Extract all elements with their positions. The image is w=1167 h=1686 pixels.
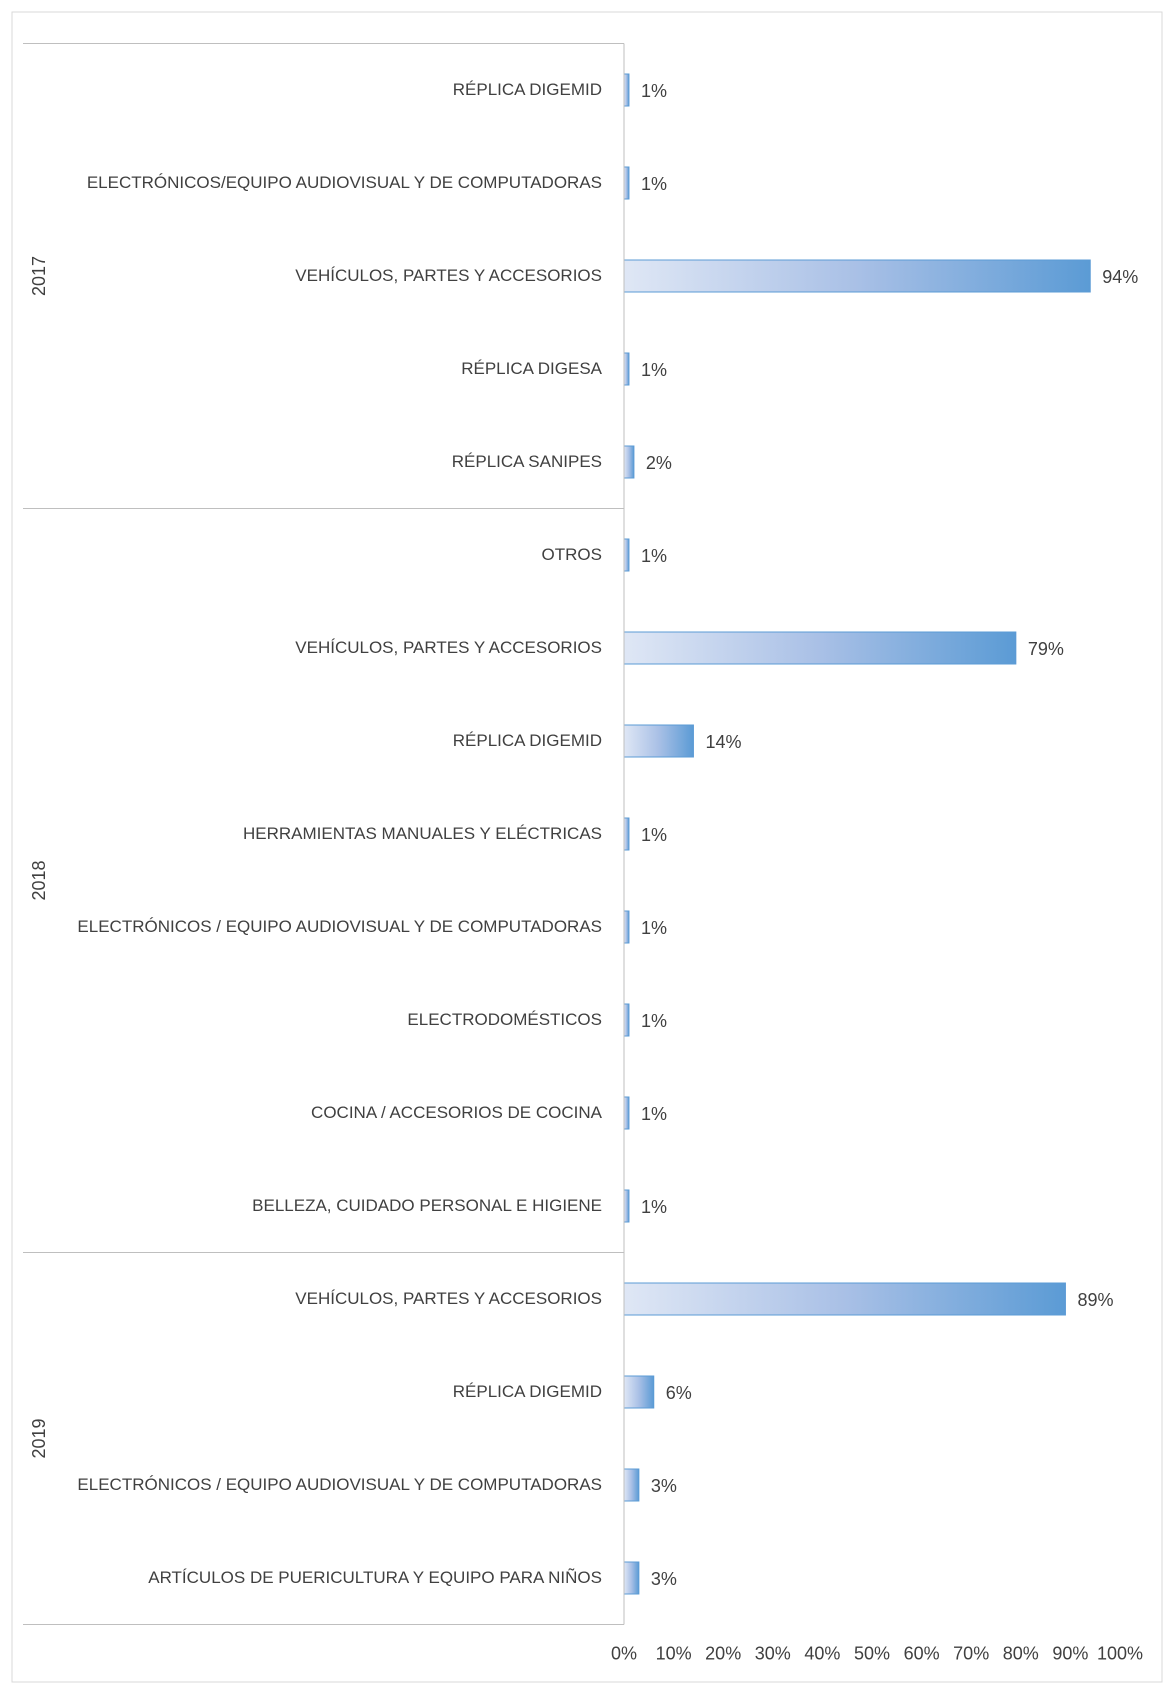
- bar: [623, 1375, 655, 1409]
- bar: [623, 910, 630, 944]
- category-label: BELLEZA, CUIDADO PERSONAL E HIGIENE: [252, 1196, 602, 1215]
- x-tick-label: 30%: [755, 1643, 791, 1663]
- value-label: 1%: [641, 1197, 667, 1217]
- x-tick-label: 40%: [804, 1643, 840, 1663]
- chart-frame: [11, 11, 1163, 1683]
- bar: [623, 538, 630, 572]
- bar: [623, 631, 1017, 665]
- value-label: 94%: [1102, 267, 1138, 287]
- bar: [623, 259, 1091, 293]
- x-tick-label: 70%: [953, 1643, 989, 1663]
- category-label: RÉPLICA DIGEMID: [452, 1382, 602, 1401]
- x-tick-label: 60%: [904, 1643, 940, 1663]
- value-label: 1%: [641, 825, 667, 845]
- bar: [623, 1282, 1066, 1316]
- bar: [623, 817, 630, 851]
- bar: [623, 166, 630, 200]
- category-label: ELECTRÓNICOS / EQUIPO AUDIOVISUAL Y DE C…: [77, 917, 602, 936]
- category-label: VEHÍCULOS, PARTES Y ACCESORIOS: [295, 1289, 602, 1308]
- group-label: 2017: [29, 256, 49, 296]
- x-tick-label: 80%: [1003, 1643, 1039, 1663]
- category-label: COCINA / ACCESORIOS DE COCINA: [311, 1103, 602, 1122]
- value-label: 6%: [666, 1383, 692, 1403]
- category-label: RÉPLICA DIGEMID: [452, 731, 602, 750]
- value-label: 1%: [641, 174, 667, 194]
- category-label: RÉPLICA DIGESA: [461, 359, 602, 378]
- x-tick-label: 20%: [705, 1643, 741, 1663]
- value-label: 14%: [705, 732, 741, 752]
- category-label: RÉPLICA SANIPES: [451, 452, 602, 471]
- value-label: 89%: [1077, 1290, 1113, 1310]
- group-label: 2019: [29, 1418, 49, 1458]
- category-label: ARTÍCULOS DE PUERICULTURA Y EQUIPO PARA …: [148, 1568, 602, 1587]
- value-label: 2%: [646, 453, 672, 473]
- bar: [623, 1561, 640, 1595]
- value-label: 1%: [641, 81, 667, 101]
- bar: [623, 1003, 630, 1037]
- group-label: 2018: [29, 860, 49, 900]
- value-label: 3%: [651, 1476, 677, 1496]
- bar: [623, 73, 630, 107]
- bar: [623, 1096, 630, 1130]
- category-label: ELECTRÓNICOS/EQUIPO AUDIOVISUAL Y DE COM…: [86, 173, 602, 192]
- bar: [623, 445, 635, 479]
- bar: [623, 1468, 640, 1502]
- x-tick-label: 50%: [854, 1643, 890, 1663]
- x-tick-label: 90%: [1052, 1643, 1088, 1663]
- value-label: 1%: [641, 1104, 667, 1124]
- category-label: ELECTRODOMÉSTICOS: [407, 1010, 602, 1029]
- value-label: 1%: [641, 918, 667, 938]
- category-label: RÉPLICA DIGEMID: [452, 80, 602, 99]
- value-label: 1%: [641, 360, 667, 380]
- value-label: 1%: [641, 546, 667, 566]
- bar: [623, 724, 694, 758]
- category-label: VEHÍCULOS, PARTES Y ACCESORIOS: [295, 638, 602, 657]
- x-tick-label: 100%: [1097, 1643, 1143, 1663]
- category-label: ELECTRÓNICOS / EQUIPO AUDIOVISUAL Y DE C…: [77, 1475, 602, 1494]
- value-label: 3%: [651, 1569, 677, 1589]
- bar: [623, 352, 630, 386]
- x-tick-label: 0%: [611, 1643, 637, 1663]
- x-tick-label: 10%: [656, 1643, 692, 1663]
- bar: [623, 1189, 630, 1223]
- value-label: 1%: [641, 1011, 667, 1031]
- category-label: VEHÍCULOS, PARTES Y ACCESORIOS: [295, 266, 602, 285]
- category-label: HERRAMIENTAS MANUALES Y ELÉCTRICAS: [243, 824, 602, 843]
- category-label: OTROS: [541, 545, 602, 564]
- value-label: 79%: [1028, 639, 1064, 659]
